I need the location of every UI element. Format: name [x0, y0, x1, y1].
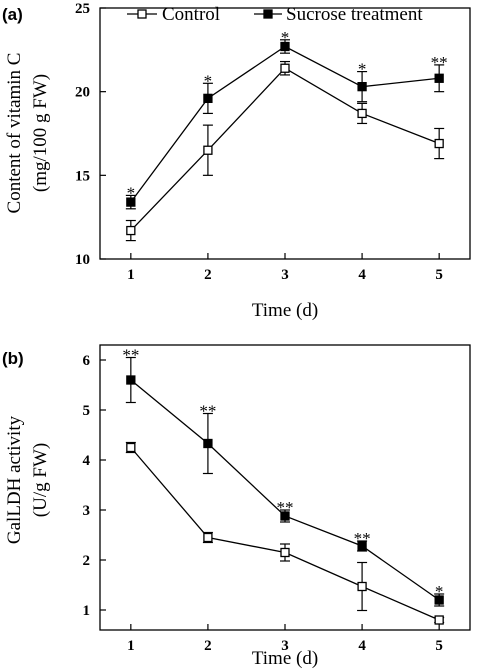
x-tick-label: 4 [358, 638, 366, 654]
data-point [203, 93, 213, 104]
data-point [357, 108, 367, 119]
x-tick-label: 5 [435, 267, 443, 283]
legend: Control Sucrose treatment [127, 4, 423, 25]
series-control [125, 60, 445, 242]
data-point [126, 442, 136, 453]
y-tick-label: 6 [83, 353, 91, 369]
x-tick-label: 4 [358, 267, 366, 283]
data-point [203, 532, 213, 543]
data-point [126, 375, 136, 385]
data-point [280, 63, 290, 73]
x-tick-label: 1 [127, 267, 135, 283]
significance-marker: * [127, 183, 136, 202]
panel-label: (b) [2, 349, 24, 368]
y-tick-label: 1 [83, 603, 91, 619]
series-sucrose [125, 356, 445, 607]
y-tick-label: 2 [83, 553, 91, 569]
y-axis-label-line2: (mg/100 g FW) [30, 74, 51, 192]
significance-marker: ** [122, 346, 139, 365]
significance-marker: ** [277, 498, 294, 517]
chart-panel-0: (a) 1 2 3 4 5 10 15 20 25 Time (d) Content of vitam… [2, 1, 471, 321]
significance-marker: ** [354, 529, 371, 548]
legend-marker-sucrose [263, 9, 273, 19]
data-point [203, 438, 213, 449]
data-point [280, 511, 290, 521]
x-tick-label: 2 [204, 267, 212, 283]
data-point [357, 541, 367, 551]
y-axis-label-line2: (U/g FW) [30, 443, 51, 517]
y-tick-label: 10 [75, 252, 90, 268]
legend-label-sucrose: Sucrose treatment [286, 4, 423, 25]
data-point [357, 581, 367, 592]
x-tick-label: 1 [127, 638, 135, 654]
data-point [434, 73, 444, 83]
y-tick-label: 5 [83, 403, 91, 419]
series-control [125, 441, 445, 625]
x-axis-label: Time (d) [252, 648, 318, 669]
data-point [280, 41, 290, 52]
y-tick-label: 3 [83, 503, 91, 519]
significance-marker: * [435, 582, 444, 601]
significance-marker: * [204, 71, 213, 90]
legend-label-control: Control [162, 4, 220, 25]
data-point [280, 547, 290, 558]
data-point [434, 595, 444, 605]
x-axis-label: Time (d) [252, 300, 318, 321]
data-point [357, 81, 367, 92]
significance-marker: ** [199, 402, 216, 421]
plot-frame [99, 344, 471, 631]
data-point [434, 615, 444, 625]
significance-marker: * [358, 60, 367, 79]
data-point [434, 138, 444, 149]
data-point [126, 225, 136, 236]
data-point [203, 145, 213, 155]
series-sucrose [125, 39, 445, 210]
y-axis-label-line1: Content of vitamin C [4, 53, 25, 214]
y-tick-label: 20 [75, 85, 90, 101]
significance-marker: ** [431, 53, 448, 72]
series-line [130, 67, 440, 232]
series-line [130, 447, 440, 621]
x-tick-label: 3 [281, 267, 289, 283]
panel-label: (a) [2, 5, 23, 24]
significance-marker: * [281, 28, 290, 47]
x-tick-label: 5 [435, 638, 443, 654]
y-axis-label-line1: GalLDH activity [4, 415, 25, 544]
data-point [126, 197, 136, 207]
series-line [130, 379, 440, 601]
chart-panel-1: (b) 1 2 3 4 5 1 2 3 4 5 6 Time (d) GalLDH activity (U/… [2, 344, 471, 669]
y-tick-label: 4 [83, 453, 91, 469]
y-tick-label: 15 [75, 168, 90, 184]
legend-marker-control [137, 9, 147, 19]
y-tick-label: 25 [75, 1, 90, 17]
x-tick-label: 3 [281, 638, 289, 654]
x-tick-label: 2 [204, 638, 212, 654]
